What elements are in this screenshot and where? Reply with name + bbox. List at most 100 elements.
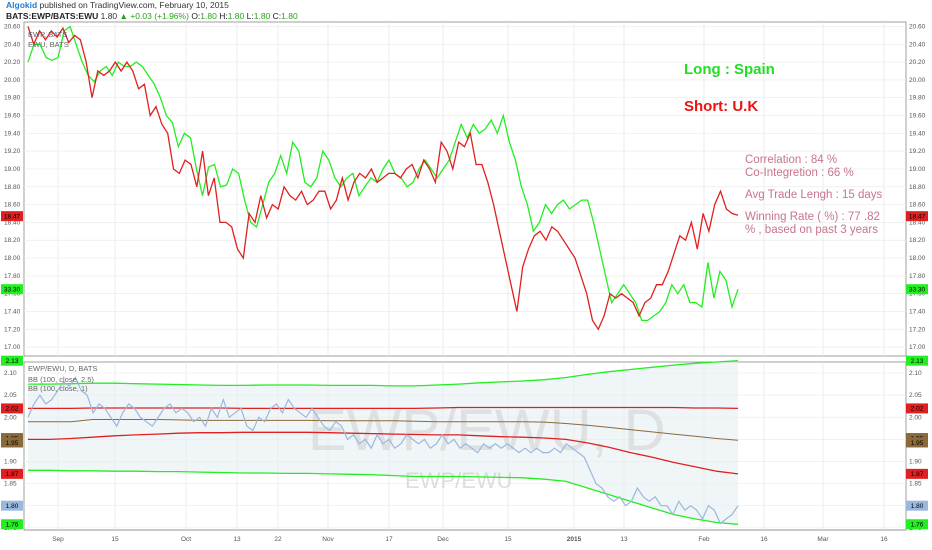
bb-upper-inner-line (28, 406, 739, 410)
y-tick-label-left: 19.80 (4, 95, 21, 102)
basis-tag-b-right (906, 437, 928, 448)
winning-rate-text: Winning Rate ( %) : 77 .82 (745, 211, 880, 223)
bb-upper-outer-tag-right (906, 355, 928, 366)
y-tick-label-right: 17.40 (909, 308, 926, 315)
y-tick-label-right: 2.10 (909, 370, 922, 377)
bb-lower-inner-tag-right (906, 468, 928, 479)
y-tick-label-right: 2.05 (909, 392, 922, 399)
y-tick-label-left: 19.00 (4, 166, 21, 173)
y-tick-label-left: 20.60 (4, 23, 21, 30)
ohlc-values: O:1.80 H:1.80 L:1.80 C:1.80 (191, 11, 298, 21)
bb-lower-inner-tag-label-right: 1.87 (911, 471, 924, 478)
x-tick-label: 13 (233, 536, 241, 543)
x-tick-label: 15 (504, 536, 512, 543)
ewu-price-tag-label-right: 18.47 (909, 213, 926, 220)
y-tick-label-left: 20.40 (4, 41, 21, 48)
ratio-series-line (27, 376, 739, 525)
ratio-price-tag-left (1, 500, 23, 511)
bb-upper-inner-tag-label-right: 2.02 (911, 406, 924, 413)
y-tick-label-right: 1.90 (909, 458, 922, 465)
legend-ewu: EWU, BATS (28, 40, 69, 49)
ewp-price-tag-label-right: 33.30 (909, 287, 926, 294)
top-pane-frame (23, 21, 907, 357)
x-tick-label: Feb (698, 536, 710, 543)
y-tick-label-left: 17.00 (4, 344, 21, 351)
band-fill-area (28, 360, 738, 525)
x-tick-label: 16 (760, 536, 768, 543)
y-tick-label-left: 2.10 (4, 370, 17, 377)
y-tick-label-right: 18.00 (909, 255, 926, 262)
ewp-price-tag-left (1, 284, 23, 295)
top-legend: EWP, BATS EWU, BATS (28, 30, 69, 49)
y-tick-label-left: 17.20 (4, 326, 21, 333)
ratio-title: EWP/EWU, D, BATS (28, 364, 97, 373)
x-tick-label: Nov (322, 536, 334, 543)
x-tick-label: Oct (181, 536, 191, 543)
bb-lower-outer-line (28, 469, 739, 525)
bb-lower-outer-tag-left (1, 519, 23, 530)
y-tick-label-right: 20.60 (909, 23, 926, 30)
y-tick-label-right: 18.60 (909, 202, 926, 209)
bb-basis-line (28, 419, 739, 441)
y-tick-label-right: 19.40 (909, 130, 926, 137)
bb-upper-inner-tag-label-left: 2.02 (6, 406, 19, 413)
y-tick-label-left: 17.80 (4, 273, 21, 280)
ewp-series-line (27, 25, 739, 322)
bb-upper-outer-line (28, 360, 739, 387)
author-name[interactable]: Algokid (6, 0, 38, 10)
y-tick-label-right: 2.00 (909, 414, 922, 421)
ewu-price-tag-label-left: 18.47 (4, 213, 21, 220)
last-price: 1.80 (100, 11, 118, 21)
short-annotation: Short: U.K (684, 98, 758, 115)
x-tick-label: 13 (620, 536, 628, 543)
x-tick-label: 16 (880, 536, 888, 543)
y-tick-label-right: 19.60 (909, 113, 926, 120)
x-tick-label: Sep (52, 536, 64, 543)
y-tick-label-left: 18.40 (4, 219, 21, 226)
bollinger-band-fill (28, 360, 738, 525)
y-tick-label-left: 19.20 (4, 148, 21, 155)
symbol-text: BATS:EWP/BATS:EWU (6, 11, 99, 21)
ewp-price-tag-label-left: 33.30 (4, 287, 21, 294)
y-tick-label-left: 18.80 (4, 184, 21, 191)
ratio-price-tag-label-right: 1.80 (911, 503, 924, 510)
x-tick-label: Mar (817, 536, 829, 543)
bb-upper-inner-tag-right (906, 403, 928, 414)
annotations: Long : Spain Short: U.K Correlation : 84… (684, 61, 882, 236)
x-tick-label: 17 (385, 536, 393, 543)
bb-upper-outer-tag-label-right: 2.13 (911, 358, 924, 365)
avg-trade-text: Avg Trade Lengh : 15 days (745, 189, 882, 201)
published-text: published on TradingView.com, February 1… (39, 0, 229, 10)
y-tick-label-left: 19.60 (4, 113, 21, 120)
x-tick-label: 22 (274, 536, 282, 543)
bb-lower-outer-tag-label-left: 1.76 (6, 522, 19, 529)
legend-bb-1: BB (100, close, 1) (28, 384, 88, 393)
bb-lower-outer-tag-label-right: 1.76 (911, 522, 924, 529)
legend-bb-25: BB (100, close, 2.5) (28, 375, 94, 384)
ratio-price-tag-label-left: 1.80 (6, 503, 19, 510)
ewp-price-tag-right (906, 284, 928, 295)
ratio-price-tag-right (906, 500, 928, 511)
chart-grid (24, 22, 906, 530)
ewu-series-line (27, 26, 739, 331)
y-tick-label-left: 18.20 (4, 237, 21, 244)
x-tick-label: Dec (437, 536, 449, 543)
y-tick-label-left: 18.60 (4, 202, 21, 209)
y-tick-label-left: 20.00 (4, 77, 21, 84)
y-tick-label-right: 17.00 (909, 344, 926, 351)
long-annotation: Long : Spain (684, 61, 775, 78)
legend-ewp: EWP, BATS (28, 30, 67, 39)
y-tick-label-right: 20.20 (909, 59, 926, 66)
bb-upper-outer-tag-left (1, 355, 23, 366)
x-tick-label: 15 (111, 536, 119, 543)
y-tick-label-left: 1.85 (4, 481, 17, 488)
y-tick-label-right: 18.80 (909, 184, 926, 191)
y-tick-label-left: 2.05 (4, 392, 17, 399)
price-tags: 18.47 18.47 33.30 33.30 2.13 2.13 2.02 2.02 1.95… (1, 211, 928, 530)
y-tick-label-right: 19.80 (909, 95, 926, 102)
ewu-price-tag-left (1, 211, 23, 222)
y-tick-label-right: 17.80 (909, 273, 926, 280)
y-tick-label-right: 19.20 (909, 148, 926, 155)
y-tick-label-right: 18.40 (909, 219, 926, 226)
